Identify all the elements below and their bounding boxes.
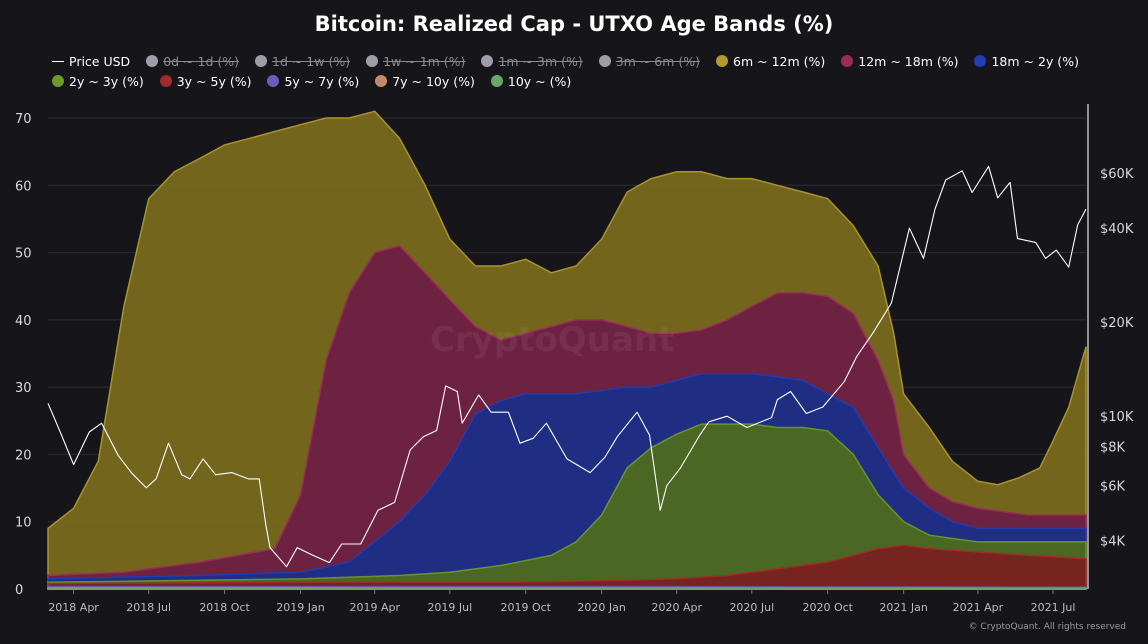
y-left-tick-label: 10: [15, 516, 32, 531]
legend-label: 3m ~ 6m (%): [615, 53, 701, 69]
y-left-tick-label: 50: [15, 247, 32, 262]
x-tick-label: 2020 Apr: [651, 601, 702, 614]
x-tick-label: 2021 Apr: [953, 601, 1004, 614]
x-tick-label: 2019 Oct: [500, 601, 551, 614]
x-tick-label: 2020 Jan: [577, 601, 625, 614]
legend-label: 5y ~ 7y (%): [284, 73, 360, 89]
x-tick-label: 2020 Oct: [802, 601, 853, 614]
legend-swatch: [267, 75, 280, 87]
y-right-tick-label: $20K: [1100, 316, 1134, 331]
legend-swatch: [375, 75, 388, 87]
y-left-tick-label: 30: [15, 381, 32, 396]
legend-label: 6m ~ 12m (%): [733, 53, 826, 69]
legend-swatch: [52, 60, 64, 62]
legend-item-1m-3m[interactable]: 1m ~ 3m (%): [481, 52, 583, 70]
legend-swatch: [159, 75, 172, 87]
legend-item-0d-1d[interactable]: 0d ~ 1d (%): [146, 52, 239, 70]
legend-swatch: [598, 55, 611, 67]
legend-swatch: [146, 55, 159, 67]
legend-item-3y-5y[interactable]: 3y ~ 5y (%): [159, 72, 252, 90]
x-tick-label: 2020 Jul: [729, 601, 774, 614]
x-tick-label: 2019 Jan: [276, 601, 324, 614]
legend-label: 10y ~ (%): [507, 73, 572, 89]
legend-swatch: [716, 55, 729, 67]
legend-item-10y[interactable]: 10y ~ (%): [490, 72, 572, 90]
legend-item-1d-1w[interactable]: 1d ~ 1w (%): [255, 52, 350, 70]
legend-item-1w-1m[interactable]: 1w ~ 1m (%): [366, 52, 465, 70]
x-tick-label: 2018 Apr: [48, 601, 99, 614]
copyright-credit: © CryptoQuant. All rights reserved: [968, 622, 1126, 632]
y-right-tick-label: $4K: [1100, 535, 1126, 550]
legend-item-2y-3y[interactable]: 2y ~ 3y (%): [52, 72, 144, 90]
legend-item-6m-12m[interactable]: 6m ~ 12m (%): [716, 52, 825, 70]
x-tick-label: 2021 Jan: [879, 601, 927, 614]
legend-item-18m-2y[interactable]: 18m ~ 2y (%): [974, 52, 1079, 70]
area-2y-3y: [47, 423, 1087, 590]
axes: 0 10 20 30 40 50 60 70 $4K $6K $8K $10K $20K $40K $60K…: [15, 104, 1134, 614]
legend-label: Price USD: [69, 53, 131, 69]
y-right-tick-label: $6K: [1100, 480, 1126, 495]
y-right-tick-label: $40K: [1100, 222, 1134, 237]
chart-title: Bitcoin: Realized Cap - UTXO Age Bands (…: [314, 12, 834, 36]
x-tick-label: 2019 Apr: [349, 601, 400, 614]
legend-swatch: [52, 75, 64, 87]
legend-swatch: [255, 55, 267, 67]
legend-label: 7y ~ 10y (%): [392, 73, 475, 89]
y-left-tick-label: 70: [15, 112, 32, 127]
legend-swatch: [490, 75, 503, 87]
x-tick-label: 2018 Jul: [126, 601, 171, 614]
y-left-tick-label: 40: [15, 314, 32, 329]
price-usd-line: [47, 165, 1087, 568]
y-left-tick-label: 20: [15, 448, 32, 463]
legend-item-5y-7y[interactable]: 5y ~ 7y (%): [267, 72, 359, 90]
legend-label: 18m ~ 2y (%): [991, 53, 1079, 69]
y-right-tick-label: $8K: [1100, 441, 1126, 456]
chart-legend: Price USD 0d ~ 1d (%) 1d ~ 1w (%) 1w ~ 1m (…: [52, 52, 1132, 90]
legend-label: 3y ~ 5y (%): [176, 73, 252, 89]
legend-swatch: [481, 55, 494, 67]
legend-item-price-usd[interactable]: Price USD: [52, 52, 130, 70]
area-3y-5y: [47, 544, 1087, 590]
legend-swatch: [366, 55, 379, 67]
y-left-tick-label: 60: [15, 179, 32, 194]
legend-label: 1d ~ 1w (%): [272, 53, 351, 69]
legend-item-3m-6m[interactable]: 3m ~ 6m (%): [598, 52, 701, 70]
age-band-areas: [47, 110, 1087, 590]
legend-label: 1m ~ 3m (%): [498, 53, 583, 69]
legend-label: 2y ~ 3y (%): [69, 73, 144, 89]
legend-item-12m-18m[interactable]: 12m ~ 18m (%): [841, 52, 958, 70]
x-tick-label: 2021 Jul: [1031, 601, 1076, 614]
price-line-group: [47, 165, 1087, 568]
y-right-tick-label: $60K: [1100, 167, 1134, 182]
y-right-tick-label: $10K: [1100, 410, 1134, 425]
legend-swatch: [841, 55, 854, 67]
x-tick-label: 2019 Jul: [427, 601, 472, 614]
y-left-tick-label: 0: [15, 583, 23, 598]
legend-label: 12m ~ 18m (%): [858, 53, 959, 69]
x-tick-label: 2018 Oct: [199, 601, 250, 614]
legend-swatch: [974, 55, 987, 67]
legend-label: 1w ~ 1m (%): [383, 53, 466, 69]
legend-label: 0d ~ 1d (%): [163, 53, 239, 69]
legend-item-7y-10y[interactable]: 7y ~ 10y (%): [375, 72, 475, 90]
